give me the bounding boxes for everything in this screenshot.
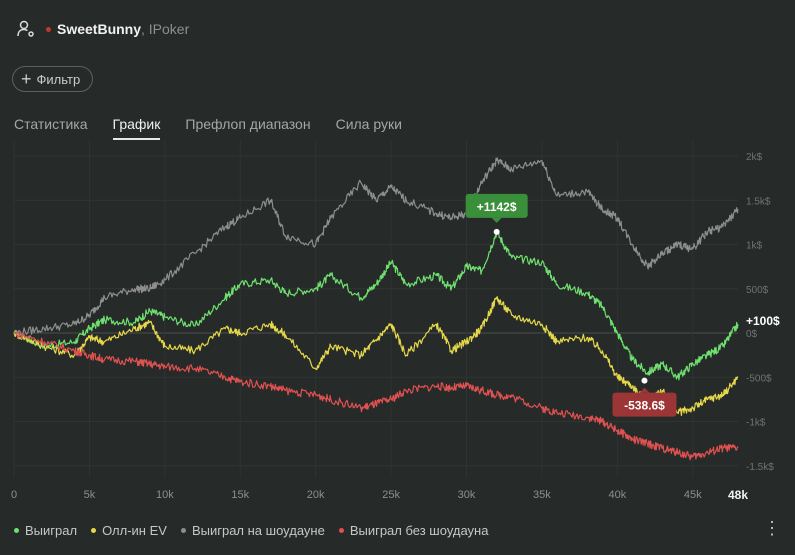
filter-label: Фильтр	[36, 71, 81, 87]
tab-preflop-range[interactable]: Префлоп диапазон	[185, 116, 311, 132]
y-tick-label: -500$	[746, 373, 772, 384]
x-tick-label: 35k	[533, 489, 551, 501]
min-point-marker	[641, 377, 648, 384]
min-badge	[612, 392, 677, 417]
x-tick-label: 10k	[156, 489, 174, 501]
legend-dot-non-showdown	[338, 528, 344, 533]
series-line-2[interactable]	[13, 157, 739, 336]
y-tick-label: -1.5k$	[746, 462, 774, 473]
winnings-chart[interactable]: 2k$ 1.5k$ 1k$ 500$ 0$ -500$ -1k$ -1.5k$ 0 5k 10k 15…	[0, 140, 795, 510]
min-value-label: -538.6$	[624, 399, 665, 413]
y-tick-label: 0$	[746, 329, 758, 340]
legend-item-won[interactable]: Выиграл	[14, 523, 77, 538]
plus-icon: +	[21, 69, 32, 89]
x-tick-label: 5k	[84, 489, 96, 501]
legend-item-allin-ev[interactable]: Олл-ин EV	[91, 523, 167, 538]
legend-dot-showdown	[180, 528, 186, 533]
more-menu-icon[interactable]: ⋮	[763, 518, 781, 538]
x-tick-label: 45k	[684, 489, 702, 501]
x-tick-label: 40k	[608, 489, 626, 501]
legend-dot-won	[14, 528, 19, 533]
player-room: , IPoker	[141, 21, 190, 37]
max-value-label: +1142$	[477, 200, 517, 214]
legend-label-allin-ev: Олл-ин EV	[102, 523, 167, 538]
x-tick-label: 15k	[231, 489, 249, 501]
tab-bar: Статистика График Префлоп диапазон Сила …	[14, 116, 427, 140]
legend-item-non-showdown[interactable]: Выиграл без шоудауна	[338, 523, 489, 538]
y-tick-label: 1k$	[746, 241, 763, 252]
legend-item-showdown[interactable]: Выиграл на шоудауне	[180, 523, 325, 538]
x-tick-label: 30k	[458, 489, 476, 501]
y-tick-label: 1.5k$	[746, 196, 771, 207]
tab-statistics[interactable]: Статистика	[14, 116, 88, 132]
y-tick-label: -1k$	[746, 418, 766, 429]
player-header: SweetBunny , IPoker	[16, 18, 189, 40]
legend-label-showdown: Выиграл на шоудауне	[191, 523, 325, 538]
player-name: SweetBunny	[57, 21, 142, 37]
min-badge-pointer	[639, 387, 650, 393]
x-tick-label: 25k	[382, 489, 400, 501]
y-tick-label: 500$	[746, 285, 769, 296]
end-value-label: +100$	[746, 314, 780, 328]
tab-graph[interactable]: График	[112, 116, 161, 140]
tab-hand-strength[interactable]: Сила руки	[335, 116, 402, 132]
chart-legend: Выиграл Олл-ин EV Выиграл на шоудауне Вы…	[14, 523, 502, 538]
legend-label-won: Выиграл	[25, 523, 78, 538]
legend-dot-allin-ev	[91, 528, 97, 533]
x-tick-label: 20k	[307, 489, 325, 501]
max-badge	[465, 193, 528, 218]
max-point-marker	[493, 228, 500, 235]
status-dot	[46, 26, 51, 32]
y-tick-label: 2k$	[746, 152, 763, 163]
user-settings-icon[interactable]	[16, 19, 36, 39]
legend-label-non-showdown: Выиграл без шоудауна	[349, 523, 489, 538]
series-line-3[interactable]	[13, 331, 739, 461]
filter-button[interactable]: + Фильтр	[12, 66, 94, 92]
x-last-tick-label: 48k	[728, 488, 748, 502]
series-line-0[interactable]	[13, 231, 739, 381]
x-tick-label: 0	[11, 489, 17, 501]
max-badge-pointer	[491, 217, 502, 223]
